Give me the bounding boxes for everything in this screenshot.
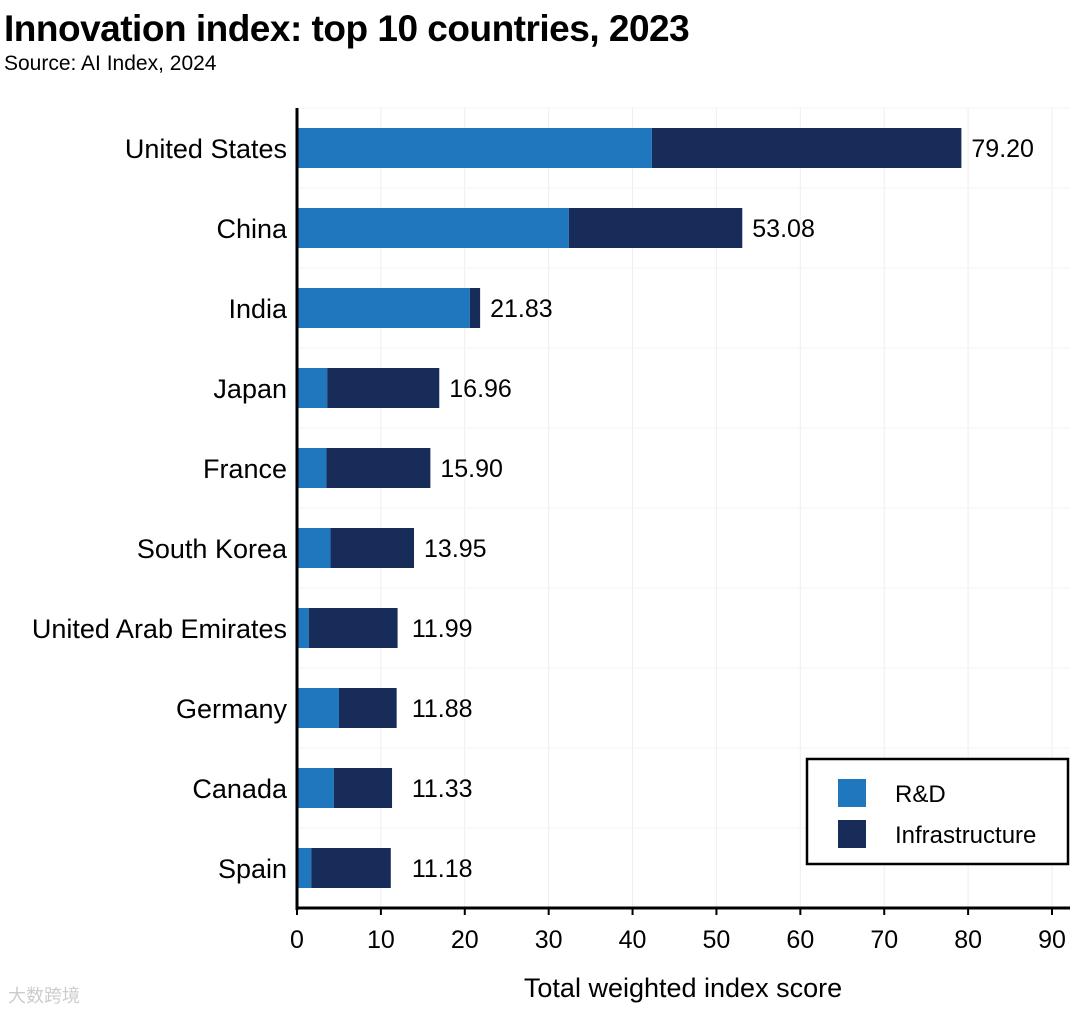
bar-infrastructure xyxy=(327,368,440,408)
x-tick-label: 40 xyxy=(619,926,647,954)
legend-label: R&D xyxy=(895,781,946,808)
data-label: 11.88 xyxy=(412,695,473,723)
category-label: Canada xyxy=(192,774,288,804)
bar-infrastructure xyxy=(469,288,481,328)
x-tick-label: 60 xyxy=(786,926,814,954)
bar-rd xyxy=(297,608,309,648)
x-axis-label: Total weighted index score xyxy=(524,973,842,1003)
bar-infrastructure xyxy=(326,448,431,488)
category-label: Germany xyxy=(176,694,288,724)
data-label: 13.95 xyxy=(424,535,487,563)
data-label: 15.90 xyxy=(440,455,503,483)
legend-swatch xyxy=(838,820,866,848)
data-label: 53.08 xyxy=(752,215,815,243)
bar-infrastructure xyxy=(330,528,415,568)
x-tick-label: 30 xyxy=(535,926,563,954)
bar-infrastructure xyxy=(651,128,962,168)
legend-swatch xyxy=(838,779,866,807)
category-label: Japan xyxy=(213,374,287,404)
bar-rd xyxy=(297,208,569,248)
category-label: United Arab Emirates xyxy=(32,614,287,644)
x-tick-label: 70 xyxy=(870,926,898,954)
chart-subtitle: Source: AI Index, 2024 xyxy=(4,52,217,75)
category-label: France xyxy=(203,454,287,484)
watermark: 大数跨境 xyxy=(8,986,80,1006)
data-label: 11.33 xyxy=(412,775,473,803)
legend-label: Infrastructure xyxy=(895,822,1036,849)
chart-title: Innovation index: top 10 countries, 2023 xyxy=(4,8,690,49)
bar-rd xyxy=(297,128,652,168)
bar-rd xyxy=(297,368,328,408)
bar-rd xyxy=(297,528,331,568)
bar-infrastructure xyxy=(311,848,391,888)
data-label: 21.83 xyxy=(490,295,553,323)
bar-infrastructure xyxy=(333,768,393,808)
bar-infrastructure xyxy=(568,208,743,248)
bar-rd xyxy=(297,848,312,888)
x-tick-label: 80 xyxy=(954,926,982,954)
x-tick-label: 0 xyxy=(290,926,304,954)
category-label: United States xyxy=(125,134,287,164)
data-label: 79.20 xyxy=(971,135,1034,163)
bar-rd xyxy=(297,688,339,728)
bar-infrastructure xyxy=(308,608,398,648)
x-tick-label: 50 xyxy=(703,926,731,954)
bar-rd xyxy=(297,768,334,808)
data-label: 16.96 xyxy=(449,375,512,403)
x-tick-label: 10 xyxy=(367,926,395,954)
data-label: 11.18 xyxy=(412,855,473,883)
category-label: India xyxy=(228,294,288,324)
x-tick-label: 20 xyxy=(451,926,479,954)
bar-infrastructure xyxy=(338,688,397,728)
bar-rd xyxy=(297,448,327,488)
bar-rd xyxy=(297,288,470,328)
data-label: 11.99 xyxy=(412,615,473,643)
x-tick-label: 90 xyxy=(1038,926,1066,954)
category-label: China xyxy=(216,214,288,244)
category-label: South Korea xyxy=(137,534,288,564)
category-label: Spain xyxy=(218,854,287,884)
